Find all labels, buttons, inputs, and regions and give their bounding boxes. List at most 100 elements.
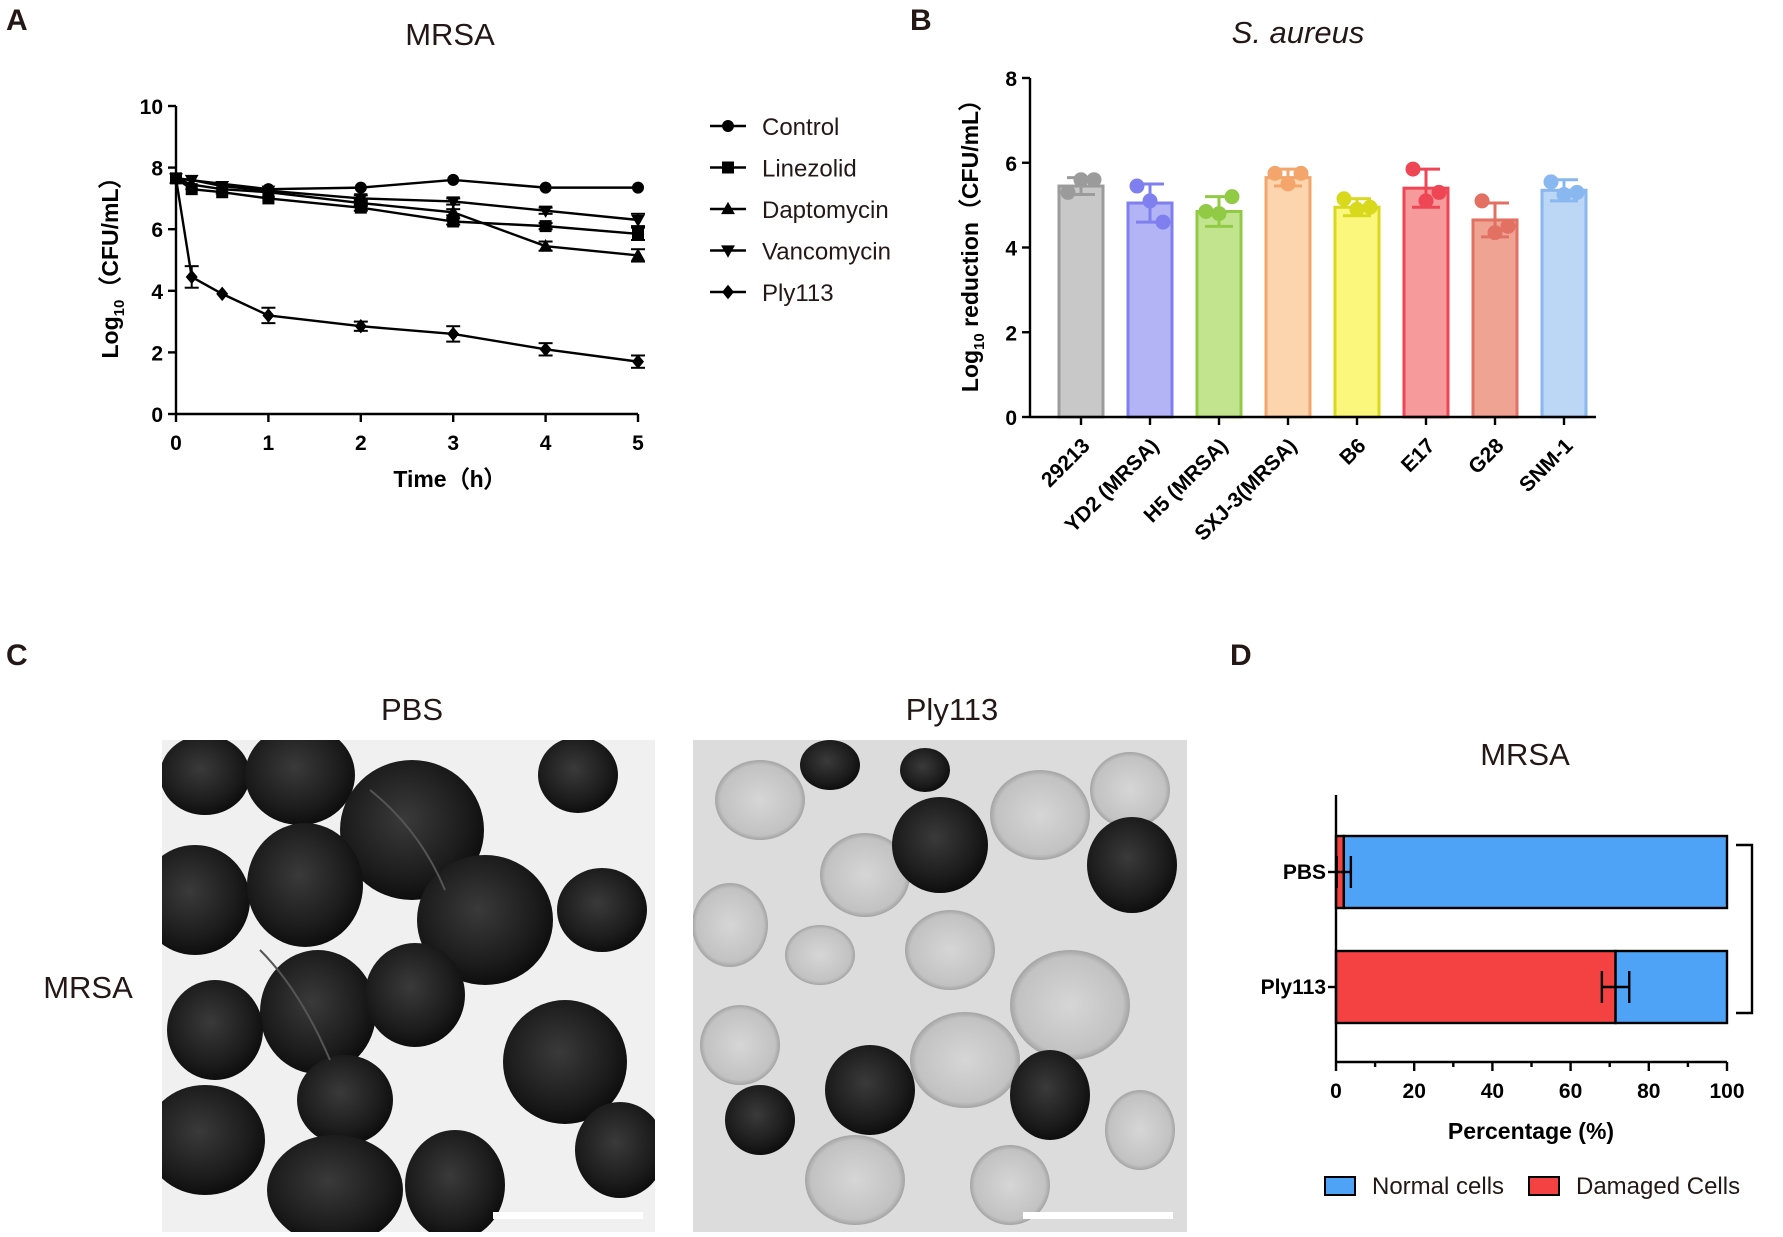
a-point-vancomycin — [261, 185, 276, 198]
b-bar-sxj-3-mrsa- — [1264, 176, 1312, 419]
b-bar-b6 — [1333, 205, 1381, 419]
b-data-point — [1362, 199, 1378, 215]
b-data-point — [1405, 161, 1421, 177]
panel-a-title: MRSA — [405, 17, 495, 52]
d-bar-normal-pbs — [1342, 834, 1729, 910]
b-bar-yd2-mrsa- — [1126, 201, 1174, 419]
a-x-tick-label: 1 — [263, 432, 275, 455]
a-point-ply113 — [216, 286, 229, 302]
a-y-tick-label: 4 — [151, 281, 163, 304]
b-data-point — [1569, 184, 1585, 200]
tem-image-ply113 — [693, 740, 1187, 1232]
a-point-ply113 — [539, 342, 552, 357]
b-data-point — [1086, 172, 1102, 188]
b-data-point — [1487, 225, 1503, 241]
panel-letter-b: B — [910, 4, 932, 37]
a-series-line-daptomycin — [175, 177, 639, 257]
d-legend-swatch-normal-cells — [1324, 1176, 1356, 1196]
a-x-tick-label: 0 — [170, 432, 182, 455]
a-legend-label-daptomycin: Daptomycin — [762, 197, 889, 224]
panel-a-y-label-rest: （CFU/mL） — [97, 165, 123, 299]
d-significance-label: *** — [1773, 917, 1783, 942]
a-point-control — [539, 181, 552, 194]
panel-a-y-label: Log10（CFU/mL） — [97, 165, 128, 358]
d-significance-bracket — [1736, 843, 1754, 1015]
b-data-point — [1431, 184, 1447, 200]
d-bar-normal-ply113 — [1614, 949, 1729, 1025]
panel-c-tem-images: PBS Ply113 MRSA — [43, 692, 1187, 1232]
a-point-ply113 — [170, 171, 182, 186]
d-y-tick-label: PBS — [1283, 861, 1326, 884]
b-data-point — [1474, 193, 1490, 209]
panel-b-y-label-sub: 10 — [971, 333, 988, 350]
panel-c-row-mrsa: MRSA — [43, 970, 133, 1005]
a-point-daptomycin — [631, 248, 645, 261]
b-x-tick-label: G28 — [1464, 434, 1509, 479]
b-data-point — [1142, 193, 1158, 209]
b-bar-h5-mrsa- — [1195, 209, 1243, 419]
d-legend-label-damaged-cells: Damaged Cells — [1576, 1173, 1740, 1200]
a-y-tick-label: 6 — [151, 219, 163, 242]
b-data-point — [1336, 191, 1352, 207]
a-legend-marker-control — [722, 120, 734, 132]
b-data-point — [1349, 201, 1365, 217]
a-series-line-ply113 — [174, 178, 639, 363]
panel-letter-a: A — [6, 4, 28, 37]
panel-c-col-ply113: Ply113 — [906, 692, 999, 727]
panel-d-title: MRSA — [1480, 737, 1570, 772]
a-legend-label-ply113: Ply113 — [762, 280, 834, 307]
a-x-tick-label: 3 — [447, 432, 459, 455]
panel-b-y-label-main: Log — [957, 350, 983, 392]
panel-letter-d: D — [1230, 639, 1252, 672]
d-x-tick-label: 40 — [1481, 1080, 1504, 1103]
a-series-line-control — [175, 177, 638, 191]
a-point-control — [447, 173, 460, 186]
d-x-tick-label: 100 — [1709, 1080, 1744, 1103]
b-data-point — [1224, 189, 1240, 205]
b-data-point — [1211, 206, 1227, 222]
panel-a-y-label-main: Log — [97, 316, 123, 358]
a-y-tick-label: 2 — [151, 342, 163, 365]
panel-d-stacked-bar-chart: MRSA PBS Ply113 0 20 40 60 80 100 *** Percentage… — [1261, 737, 1783, 1200]
a-x-tick-label: 5 — [632, 432, 644, 455]
a-legend-label-control: Control — [762, 114, 839, 141]
a-point-daptomycin — [446, 205, 461, 218]
a-point-linezolid — [539, 220, 552, 233]
panel-b-y-label-rest: reduction（CFU/mL） — [957, 88, 983, 333]
d-bar-damaged-ply113 — [1334, 949, 1617, 1025]
a-x-tick-label: 4 — [540, 432, 552, 455]
b-bar-g28 — [1471, 218, 1519, 419]
b-data-point — [1418, 193, 1434, 209]
b-y-tick-label: 4 — [1005, 238, 1017, 261]
a-legend-label-vancomycin: Vancomycin — [762, 239, 891, 266]
a-series-line-vancomycin — [175, 177, 639, 222]
a-point-daptomycin — [538, 238, 553, 252]
b-data-point — [1198, 203, 1214, 219]
a-point-vancomycin — [215, 180, 230, 194]
b-data-point — [1293, 165, 1309, 181]
b-x-tick-label: 29213 — [1037, 434, 1095, 492]
a-point-control — [632, 181, 644, 194]
panel-a-x-label: Time（h） — [393, 466, 506, 492]
a-y-tick-label: 10 — [140, 96, 163, 119]
panel-c-col-pbs: PBS — [381, 692, 443, 727]
d-legend-swatch-damaged-cells — [1528, 1176, 1560, 1196]
panel-a-line-chart: MRSA 0 2 4 6 8 10 0 1 2 3 4 5 Control Linezolid Dapto… — [97, 17, 891, 492]
a-legend-marker-daptomycin — [721, 201, 735, 215]
d-legend-label-normal-cells: Normal cells — [1372, 1173, 1504, 1200]
a-legend-marker-linezolid — [722, 161, 734, 174]
b-x-tick-label: E17 — [1397, 434, 1440, 477]
b-y-tick-label: 8 — [1005, 68, 1017, 91]
b-y-tick-label: 2 — [1005, 322, 1017, 345]
b-bar-29213 — [1057, 184, 1105, 419]
b-y-tick-label: 6 — [1005, 153, 1017, 176]
a-y-tick-label: 0 — [151, 404, 163, 427]
panel-d-x-label: Percentage (%) — [1448, 1118, 1614, 1144]
a-point-ply113 — [447, 326, 460, 342]
a-point-vancomycin — [184, 174, 199, 188]
panel-letter-c: C — [6, 639, 28, 672]
b-data-point — [1060, 184, 1076, 200]
a-x-tick-label: 2 — [355, 432, 367, 455]
